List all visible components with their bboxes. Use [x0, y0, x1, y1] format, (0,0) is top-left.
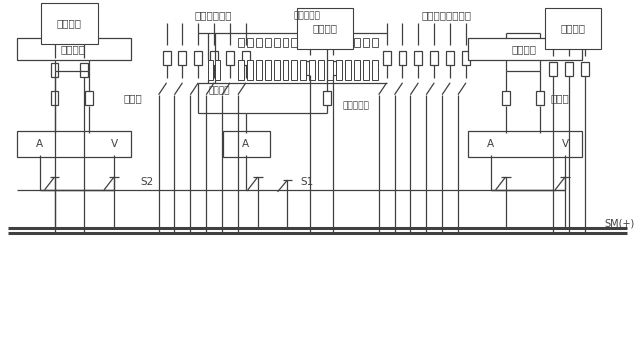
Bar: [446, 51, 454, 65]
Bar: [163, 51, 170, 65]
Bar: [309, 60, 316, 80]
Text: 放电分接头: 放电分接头: [342, 101, 369, 110]
Bar: [215, 60, 220, 80]
Bar: [345, 38, 351, 47]
Text: 绕缘监察: 绕缘监察: [313, 23, 338, 33]
Text: 蓄电池组: 蓄电池组: [209, 86, 230, 95]
Bar: [383, 51, 390, 65]
Bar: [354, 60, 360, 80]
Bar: [345, 60, 351, 80]
Text: 浮充电: 浮充电: [550, 93, 569, 103]
Bar: [354, 38, 360, 47]
Bar: [399, 51, 406, 65]
Text: 操作信号直流馈线: 操作信号直流馈线: [421, 11, 471, 20]
Text: 主充电: 主充电: [124, 93, 143, 103]
Bar: [307, 61, 314, 75]
Bar: [462, 51, 470, 65]
Bar: [51, 63, 58, 77]
Text: A: A: [487, 139, 494, 149]
Bar: [318, 60, 324, 80]
Bar: [210, 51, 218, 65]
Bar: [242, 51, 250, 65]
Bar: [502, 91, 509, 105]
Bar: [372, 38, 378, 47]
Bar: [208, 60, 213, 80]
Text: A: A: [36, 139, 44, 149]
Bar: [179, 51, 186, 65]
Text: V: V: [561, 139, 568, 149]
Bar: [265, 38, 271, 47]
Bar: [85, 91, 93, 105]
Bar: [430, 51, 438, 65]
Bar: [80, 63, 88, 77]
Bar: [17, 38, 131, 60]
Bar: [336, 38, 342, 47]
Text: SM(+): SM(+): [605, 219, 635, 228]
Bar: [300, 38, 307, 47]
Bar: [468, 131, 582, 157]
Text: A: A: [243, 139, 250, 149]
Bar: [549, 62, 557, 76]
Bar: [565, 62, 573, 76]
Bar: [238, 60, 244, 80]
Bar: [17, 131, 131, 157]
Bar: [336, 60, 342, 80]
Bar: [223, 131, 269, 157]
Bar: [300, 60, 307, 80]
Bar: [468, 38, 582, 60]
Bar: [265, 60, 271, 80]
Circle shape: [480, 133, 502, 155]
Circle shape: [554, 133, 576, 155]
Bar: [247, 60, 253, 80]
Bar: [274, 38, 280, 47]
Bar: [363, 38, 369, 47]
Bar: [274, 60, 280, 80]
Bar: [536, 91, 544, 105]
Bar: [327, 38, 333, 47]
Bar: [282, 38, 289, 47]
Bar: [291, 60, 298, 80]
Text: S2: S2: [140, 177, 154, 187]
Bar: [238, 38, 244, 47]
Bar: [256, 38, 262, 47]
Bar: [414, 51, 422, 65]
Bar: [291, 38, 298, 47]
Circle shape: [103, 133, 125, 155]
Text: 动力直流馈线: 动力直流馈线: [195, 11, 232, 20]
Text: 电压监察: 电压监察: [57, 18, 82, 28]
Text: S1: S1: [301, 177, 314, 187]
Bar: [226, 51, 234, 65]
Bar: [195, 51, 202, 65]
Bar: [581, 62, 589, 76]
Text: 硅整流器: 硅整流器: [61, 44, 86, 54]
Bar: [309, 38, 316, 47]
Bar: [247, 38, 253, 47]
Bar: [282, 60, 289, 80]
Bar: [256, 60, 262, 80]
Text: 充电分接头: 充电分接头: [294, 11, 321, 20]
Bar: [51, 91, 58, 105]
Text: V: V: [111, 139, 118, 149]
Bar: [363, 60, 369, 80]
Text: 闪光装置: 闪光装置: [561, 23, 586, 33]
Bar: [327, 60, 333, 80]
Bar: [329, 61, 337, 75]
Circle shape: [29, 133, 51, 155]
Bar: [323, 91, 331, 105]
Bar: [372, 60, 378, 80]
Bar: [318, 38, 324, 47]
Text: 硅整流器: 硅整流器: [512, 44, 537, 54]
Circle shape: [235, 133, 257, 155]
